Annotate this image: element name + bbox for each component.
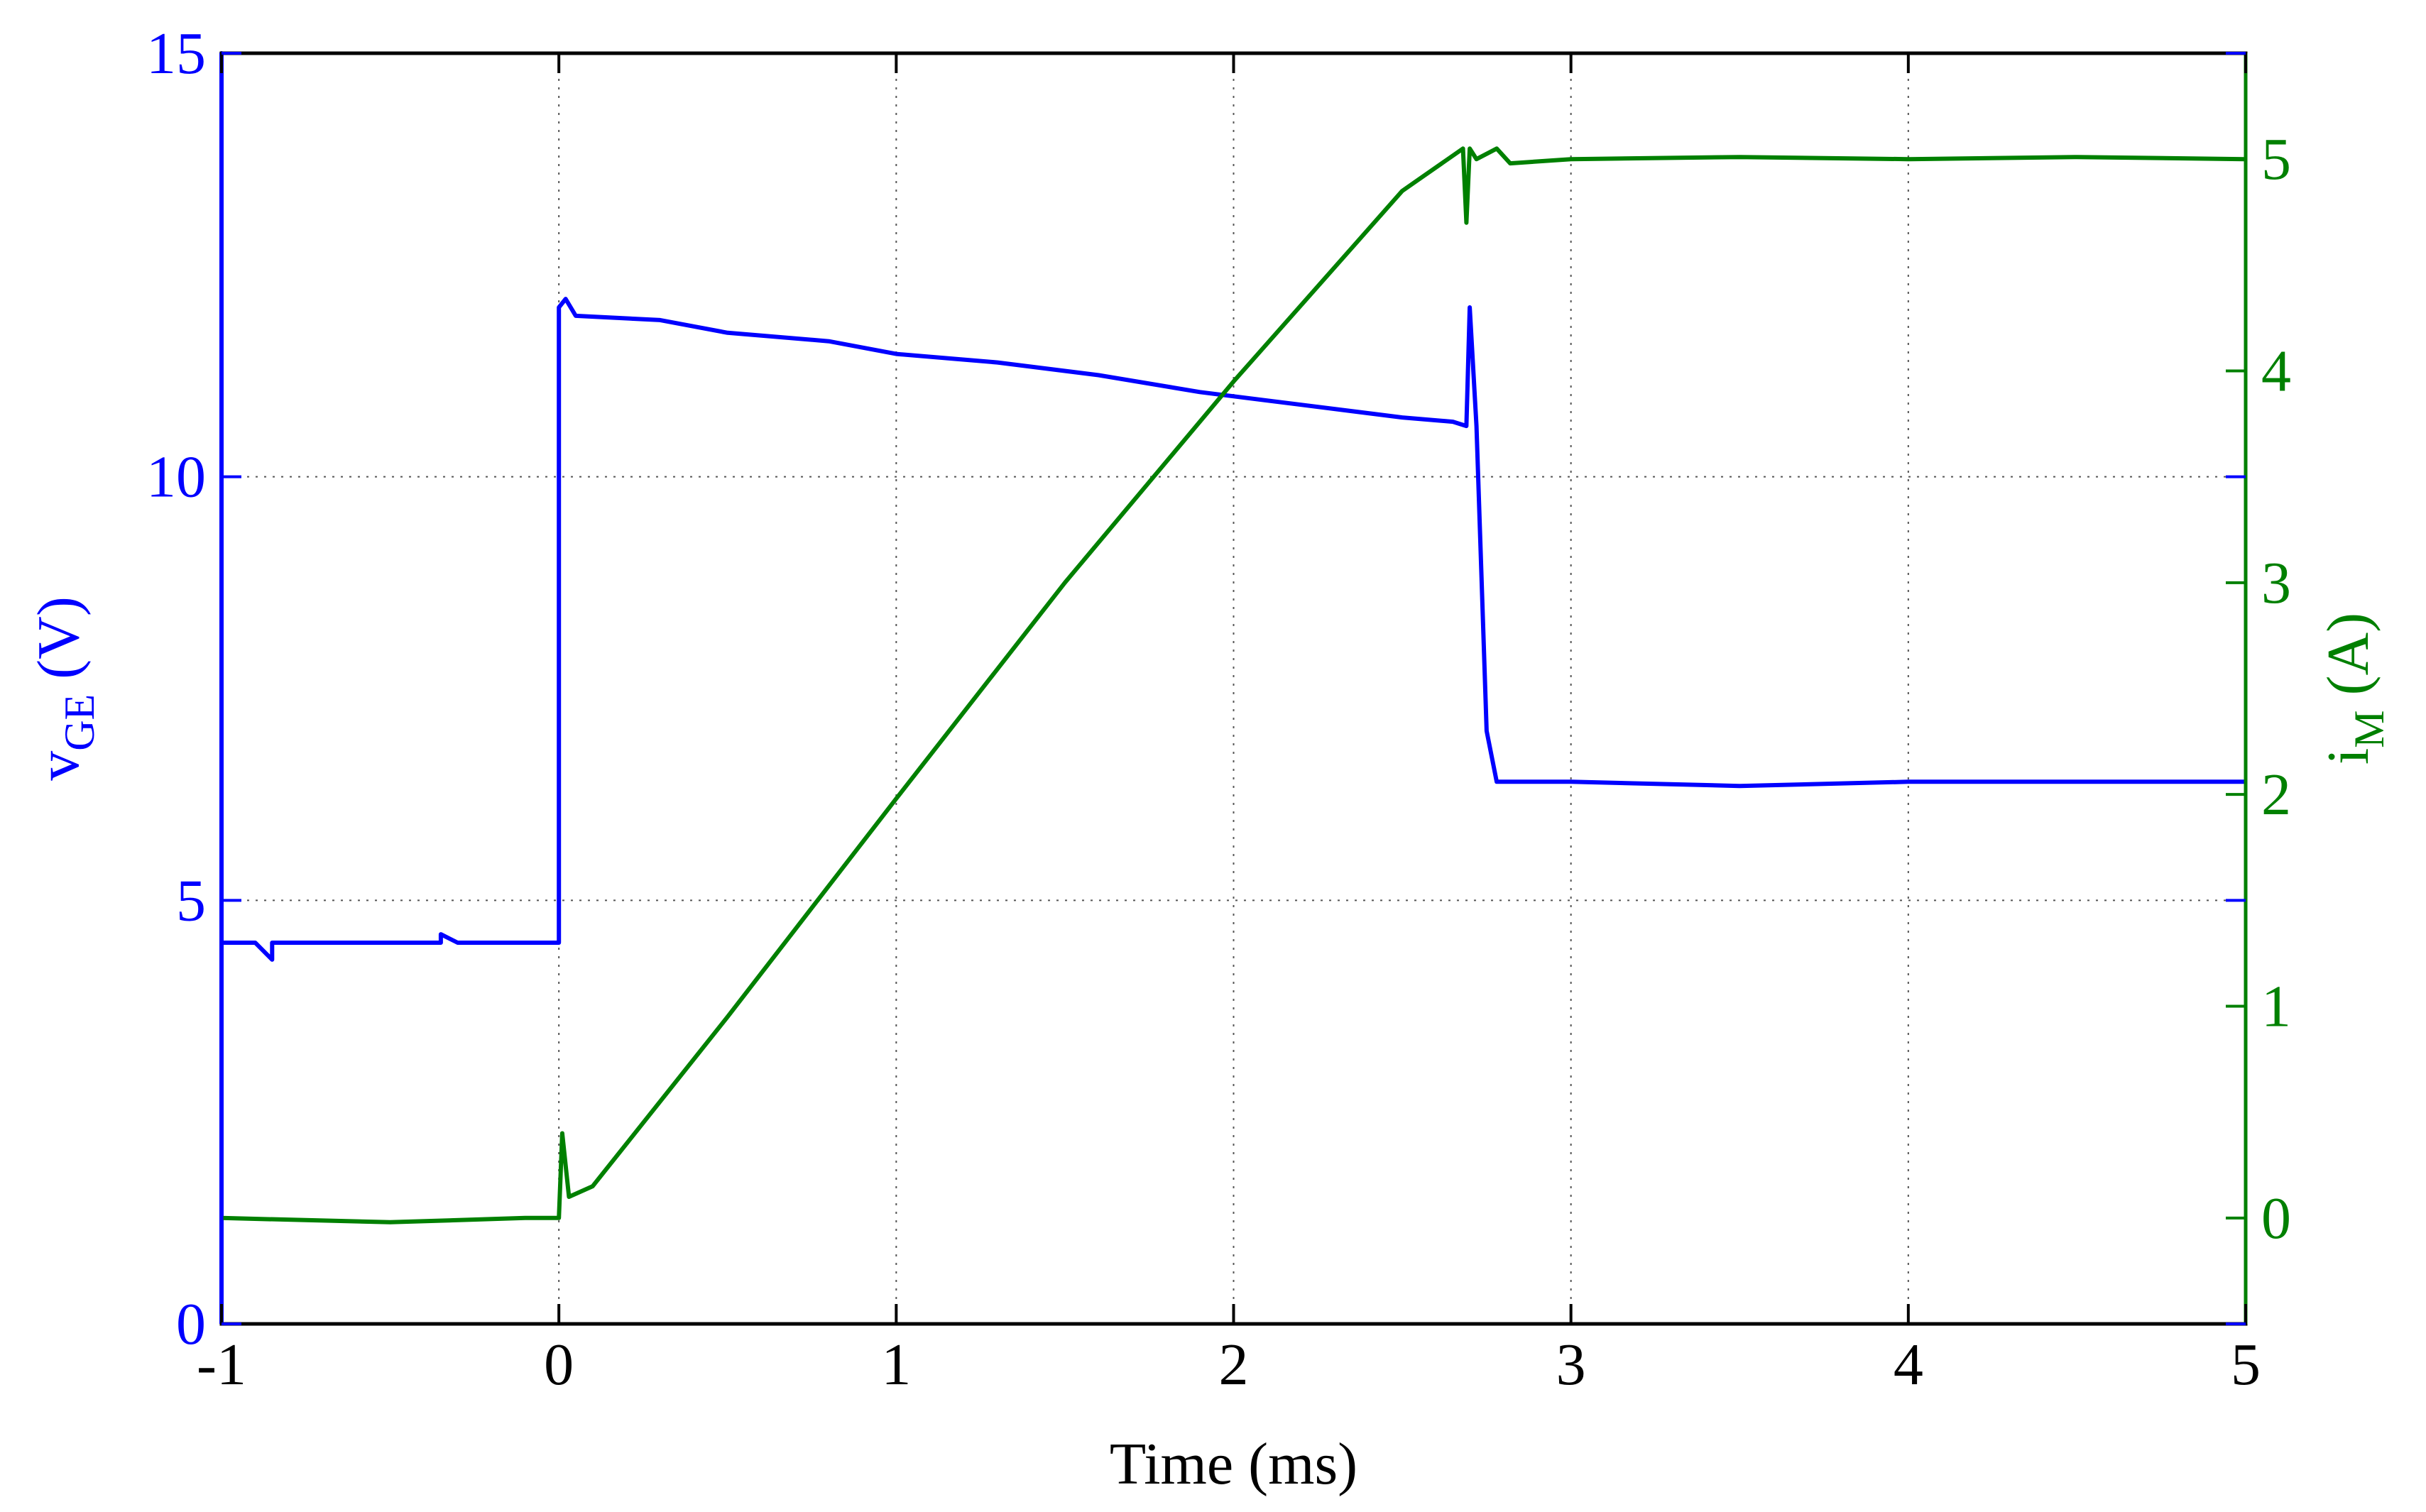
- grid-lines: [222, 53, 2246, 1324]
- x-axis-label: Time (ms): [1110, 1431, 1357, 1497]
- y-tick-label-right: 1: [2261, 974, 2291, 1040]
- y-tick-label-right: 0: [2261, 1185, 2291, 1251]
- y-tick-label-right: 3: [2261, 550, 2291, 616]
- y-tick-label-left: 0: [176, 1291, 206, 1357]
- x-tick-label: 3: [1556, 1332, 1586, 1398]
- y-tick-label-right: 4: [2261, 339, 2291, 405]
- x-tick-label: 4: [1894, 1332, 1923, 1398]
- x-tick-label: 5: [2231, 1332, 2261, 1398]
- y-axis-label-left: vGE (V): [26, 596, 103, 781]
- series-lines: [219, 51, 2246, 1324]
- x-tick-label: -1: [197, 1332, 246, 1398]
- y-tick-label-right: 5: [2261, 126, 2291, 192]
- x-tick-label: 0: [544, 1332, 574, 1398]
- y-axis-label-right: iM (A): [2315, 613, 2393, 765]
- y-tick-label-left: 5: [176, 867, 206, 933]
- y-tick-label-right: 2: [2261, 762, 2291, 828]
- x-tick-label: 1: [881, 1332, 911, 1398]
- series-line-vge: [219, 51, 2246, 1324]
- series-line-im: [221, 146, 2246, 1225]
- plot-frame: [219, 51, 2248, 1326]
- y-tick-label-left: 10: [146, 444, 206, 510]
- x-tick-label: 2: [1219, 1332, 1249, 1398]
- y-tick-label-left: 15: [146, 21, 206, 87]
- axes: [219, 51, 2248, 1326]
